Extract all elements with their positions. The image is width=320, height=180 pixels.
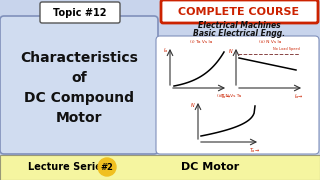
FancyBboxPatch shape: [161, 0, 318, 23]
Text: #2: #2: [100, 163, 113, 172]
FancyBboxPatch shape: [40, 2, 120, 23]
Text: No Load Speed: No Load Speed: [273, 47, 300, 51]
FancyBboxPatch shape: [0, 155, 320, 180]
Text: DC Motor: DC Motor: [181, 162, 239, 172]
FancyBboxPatch shape: [0, 16, 158, 154]
Text: Topic #12: Topic #12: [53, 8, 107, 18]
Text: Electrical Machines: Electrical Machines: [198, 21, 280, 30]
Circle shape: [98, 158, 116, 176]
Text: COMPLETE COURSE: COMPLETE COURSE: [179, 7, 300, 17]
Text: Lecture Series: Lecture Series: [28, 162, 108, 172]
Text: $I_a\!\rightarrow$: $I_a\!\rightarrow$: [294, 92, 304, 101]
FancyBboxPatch shape: [156, 36, 319, 154]
Text: Basic Electrical Engg.: Basic Electrical Engg.: [193, 30, 285, 39]
Text: (i) Ta Vs Ia: (i) Ta Vs Ia: [190, 40, 212, 44]
Text: (ii) N Vs Ia: (ii) N Vs Ia: [259, 40, 281, 44]
Text: of: of: [71, 71, 87, 85]
Text: DC Compound: DC Compound: [24, 91, 134, 105]
Text: $I_a$: $I_a$: [163, 47, 169, 55]
Text: $T_a\!\rightarrow$: $T_a\!\rightarrow$: [220, 92, 232, 101]
Text: Characteristics: Characteristics: [20, 51, 138, 65]
Text: $N$: $N$: [228, 47, 234, 55]
Text: Motor: Motor: [56, 111, 102, 125]
Text: $N$: $N$: [190, 101, 196, 109]
Text: (iii) N Vs Ta: (iii) N Vs Ta: [217, 94, 241, 98]
Text: $T_a\!\rightarrow$: $T_a\!\rightarrow$: [249, 146, 260, 155]
